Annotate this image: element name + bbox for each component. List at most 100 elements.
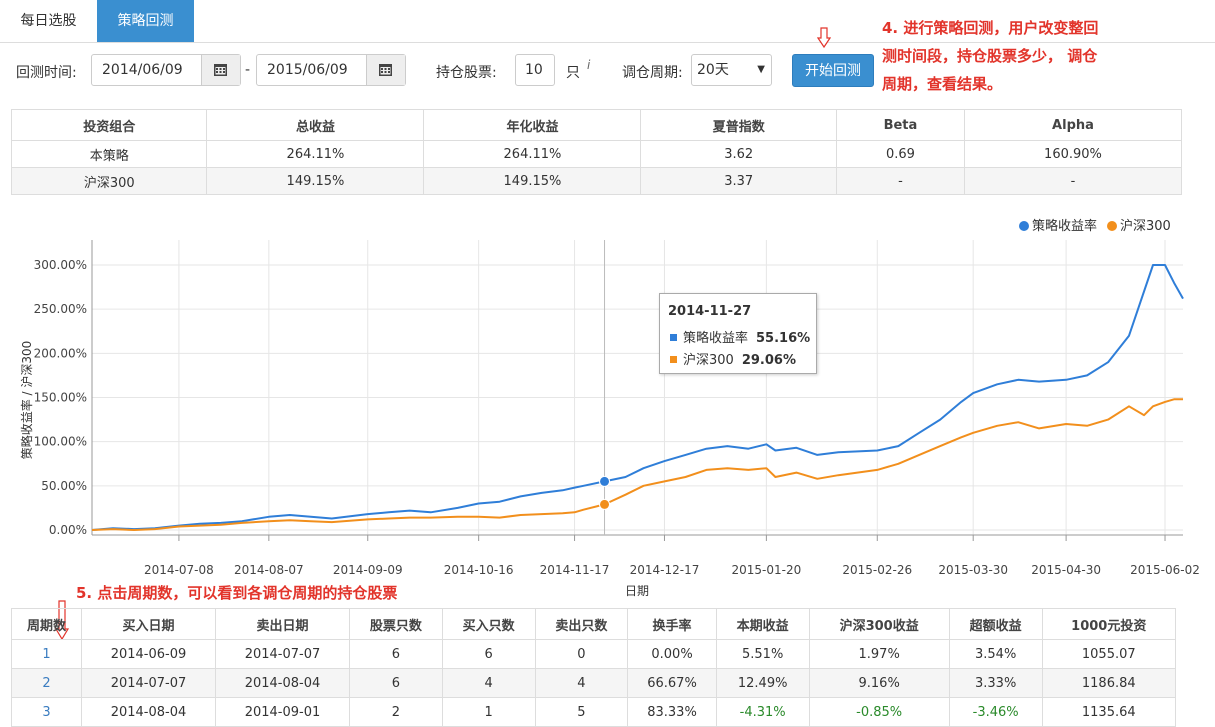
annotation-step4-line: 周期，查看结果。 xyxy=(882,75,1003,93)
cell: 0.69 xyxy=(835,140,965,168)
legend-item-hs300[interactable]: 沪深300 xyxy=(1107,215,1171,234)
cell: 2014-07-07 xyxy=(215,639,350,669)
tooltip-row: 策略收益率 55.16% xyxy=(670,327,810,346)
header-cell: 夏普指数 xyxy=(640,109,837,141)
cell: 2 xyxy=(10,668,83,698)
tab-daily-pick[interactable]: 每日选股 xyxy=(20,13,77,29)
red-down-arrow-icon xyxy=(817,27,831,49)
period-label: 回测时间: xyxy=(16,65,77,81)
period-header-row: 周期数 买入日期 卖出日期 股票只数 买入只数 卖出只数 换手率 本期收益 沪深… xyxy=(10,608,1177,640)
period-link[interactable]: 3 xyxy=(42,704,51,720)
cell: 1 xyxy=(441,697,536,727)
y-tick-label: 250.00% xyxy=(34,302,87,316)
table-row: 沪深300 149.15% 149.15% 3.37 - - xyxy=(10,167,1183,195)
cell: 4 xyxy=(441,668,536,698)
hold-count-input[interactable]: 10 xyxy=(515,54,555,86)
cell: -4.31% xyxy=(715,697,810,727)
tooltip-series-name: 沪深300 xyxy=(683,353,734,368)
rebalance-select[interactable]: 20天 ▼ xyxy=(691,54,772,86)
legend-dot-icon xyxy=(1107,221,1117,231)
legend-label: 策略收益率 xyxy=(1032,219,1098,234)
header-cell: 买入只数 xyxy=(441,608,536,640)
start-date-field[interactable]: 2014/06/09 xyxy=(91,54,241,86)
header-cell: Alpha xyxy=(963,109,1183,141)
legend-item-strategy[interactable]: 策略收益率 xyxy=(1019,215,1097,234)
end-date-field[interactable]: 2015/06/09 xyxy=(256,54,406,86)
header-cell: 周期数 xyxy=(10,608,83,640)
cell: 0.00% xyxy=(627,639,717,669)
y-tick-label: 100.00% xyxy=(34,435,87,449)
annotation-step5: 5. 点击周期数，可以看到各调仓周期的持仓股票 xyxy=(76,584,398,602)
tab-backtest[interactable]: 策略回测 xyxy=(97,0,194,42)
header-cell: Beta xyxy=(835,109,965,141)
start-backtest-button[interactable]: 开始回测 xyxy=(792,54,874,87)
cell: 9.16% xyxy=(808,668,950,698)
calendar-icon[interactable] xyxy=(366,55,405,85)
x-tick-label: 2015-03-30 xyxy=(938,563,1008,577)
cell: 0 xyxy=(534,639,629,669)
cell: 2014-06-09 xyxy=(81,639,216,669)
legend-dot-icon xyxy=(1019,221,1029,231)
rebalance-label: 调仓周期: xyxy=(622,65,683,81)
cell: 2 xyxy=(348,697,443,727)
cell: 1.97% xyxy=(808,639,950,669)
annotation-step4: 4. 进行策略回测，用户改变整回 测时间段，持仓股票多少， 调仓 周期，查看结果… xyxy=(882,14,1098,98)
cell: 本策略 xyxy=(10,140,208,168)
rebalance-value: 20天 xyxy=(697,62,729,78)
cell: 264.11% xyxy=(206,140,425,168)
x-tick-label: 2015-04-30 xyxy=(1031,563,1101,577)
x-tick-label: 2014-10-16 xyxy=(444,563,514,577)
cell: 3 xyxy=(10,697,83,727)
header-cell: 股票只数 xyxy=(348,608,443,640)
info-icon[interactable]: i xyxy=(587,58,591,72)
header-cell: 换手率 xyxy=(627,608,717,640)
x-tick-label: 2014-12-17 xyxy=(630,563,700,577)
x-tick-label: 2014-09-09 xyxy=(333,563,403,577)
hover-point-1 xyxy=(599,498,611,510)
annotation-step4-line: 4. 进行策略回测，用户改变整回 xyxy=(882,19,1099,37)
y-axis-title: 策略收益率 / 沪深300 xyxy=(19,341,34,460)
y-tick-label: 50.00% xyxy=(41,479,87,493)
x-tick-label: 2014-07-08 xyxy=(144,563,214,577)
start-date-value: 2014/06/09 xyxy=(102,62,183,78)
table-row: 3 2014-08-04 2014-09-01 2 1 5 83.33% -4.… xyxy=(10,697,1177,727)
hold-count-value: 10 xyxy=(525,62,543,78)
header-cell: 1000元投资 xyxy=(1041,608,1177,640)
table-row: 1 2014-06-09 2014-07-07 6 6 0 0.00% 5.51… xyxy=(10,639,1177,669)
tooltip-row: 沪深300 29.06% xyxy=(670,349,796,368)
cell: -0.85% xyxy=(808,697,950,727)
hold-label: 持仓股票: xyxy=(436,65,497,81)
cell: 3.54% xyxy=(948,639,1043,669)
period-table: 周期数 买入日期 卖出日期 股票只数 买入只数 卖出只数 换手率 本期收益 沪深… xyxy=(10,608,1177,727)
header-cell: 卖出日期 xyxy=(215,608,350,640)
cell: 2014-08-04 xyxy=(215,668,350,698)
cell: 1 xyxy=(10,639,83,669)
x-tick-label: 2015-02-26 xyxy=(842,563,912,577)
cell: 12.49% xyxy=(715,668,810,698)
x-axis-title: 日期 xyxy=(625,584,649,598)
cell: 2014-09-01 xyxy=(215,697,350,727)
hold-unit: 只 xyxy=(566,65,580,81)
calendar-icon[interactable] xyxy=(201,55,240,85)
stats-header-row: 投资组合 总收益 年化收益 夏普指数 Beta Alpha xyxy=(10,109,1183,141)
cell: 264.11% xyxy=(423,140,642,168)
cell: 5 xyxy=(534,697,629,727)
backtest-line-chart[interactable]: 0.00% 50.00% 100.00% 150.00% 200.00% 250.00% 3… xyxy=(0,235,1215,600)
header-cell: 本期收益 xyxy=(715,608,810,640)
chart-tooltip: 2014-11-27 策略收益率 55.16% 沪深300 29.06% xyxy=(659,293,817,374)
header-cell: 卖出只数 xyxy=(534,608,629,640)
period-link[interactable]: 1 xyxy=(42,646,51,662)
caret-down-icon: ▼ xyxy=(757,64,765,75)
y-tick-label: 150.00% xyxy=(34,391,87,405)
tab-bar: 每日选股 策略回测 xyxy=(0,0,1215,43)
header-cell: 总收益 xyxy=(206,109,425,141)
series-swatch-icon xyxy=(670,334,677,341)
period-link[interactable]: 2 xyxy=(42,675,51,691)
end-date-value: 2015/06/09 xyxy=(267,62,348,78)
tooltip-series-name: 策略收益率 xyxy=(683,331,749,346)
cell: 3.33% xyxy=(948,668,1043,698)
x-tick-label: 2014-11-17 xyxy=(540,563,610,577)
table-row: 2 2014-07-07 2014-08-04 6 4 4 66.67% 12.… xyxy=(10,668,1177,698)
legend-label: 沪深300 xyxy=(1120,219,1171,234)
tooltip-series-value: 29.06% xyxy=(741,353,796,368)
